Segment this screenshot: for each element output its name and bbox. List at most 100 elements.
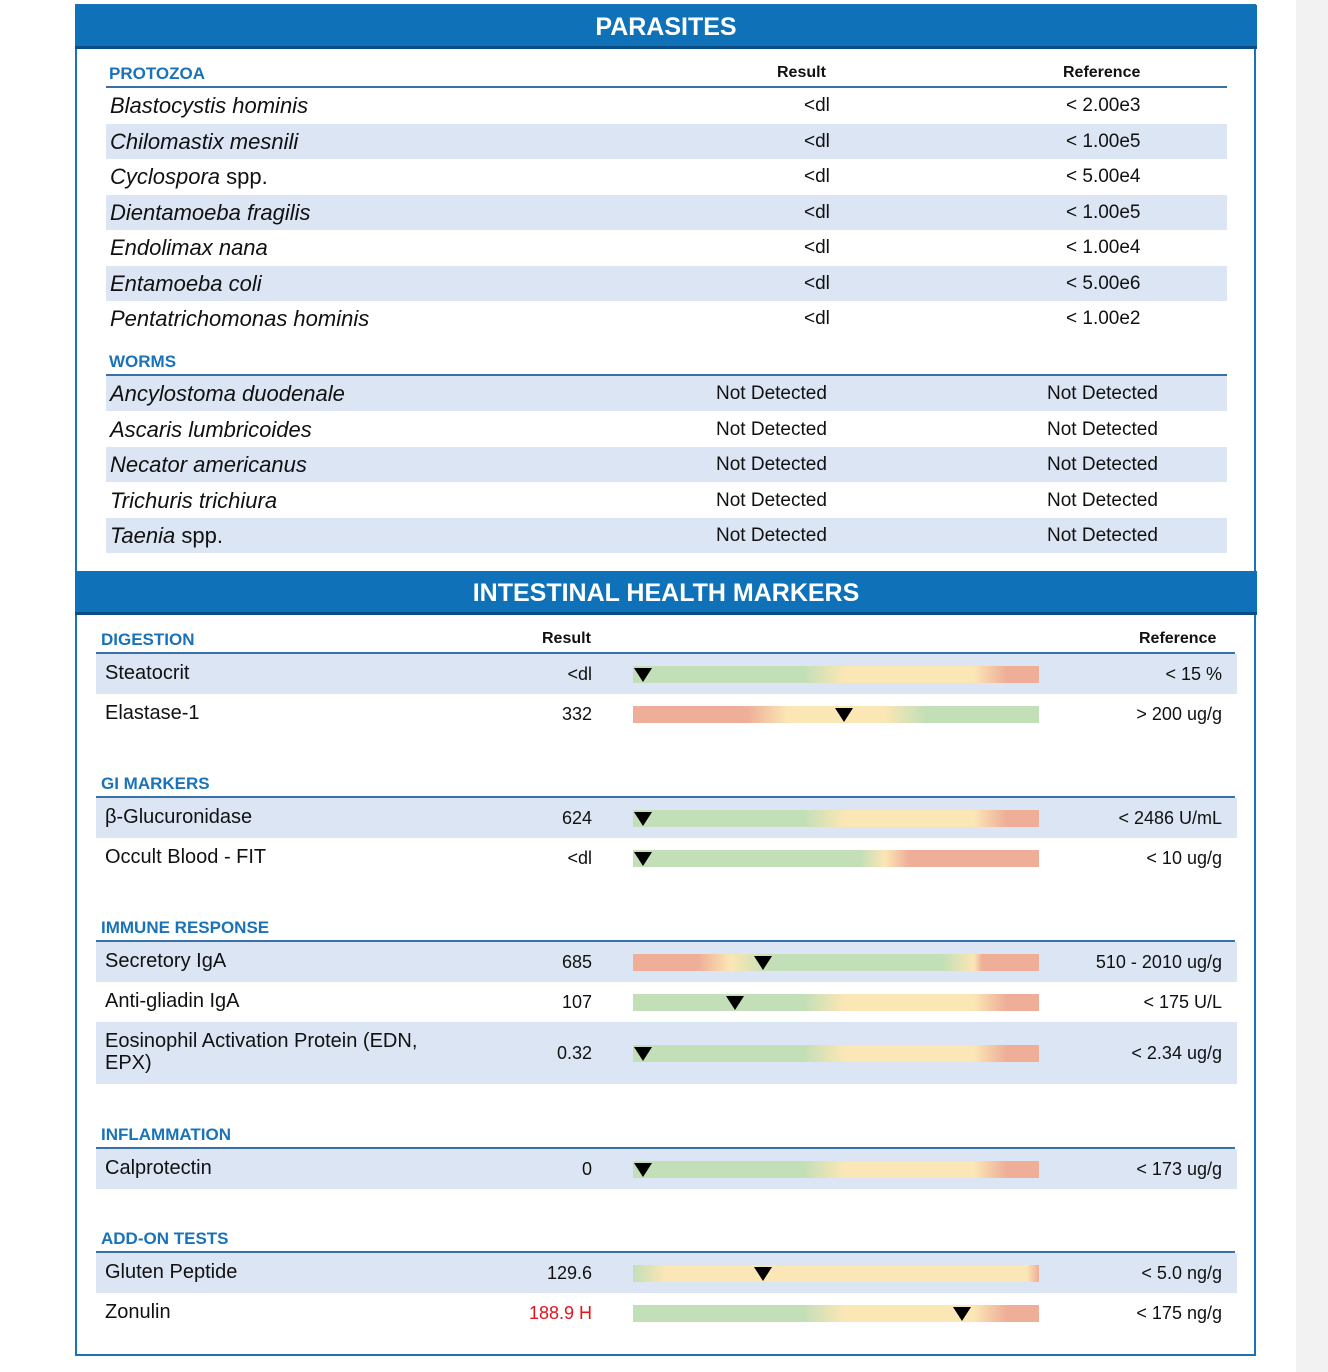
range-bar	[633, 954, 1039, 971]
table-row: Chilomastix mesnili <dl < 1.00e5	[106, 123, 1227, 159]
result-value: <dl	[567, 848, 592, 868]
section-divider	[106, 86, 1227, 88]
result-value: 188.9 H	[528, 1303, 592, 1323]
marker-section-title: INFLAMMATION	[101, 1125, 231, 1144]
marker-row: Eosinophil Activation Protein (EDN, EPX)…	[96, 1022, 1237, 1084]
reference-value: Not Detected	[1047, 525, 1158, 546]
marker-name: Anti-gliadin IgA	[105, 990, 240, 1012]
result-value: Not Detected	[716, 454, 827, 475]
organism-name: Ascaris lumbricoides	[110, 417, 312, 443]
reference-value: < 173 ug/g	[1136, 1159, 1222, 1179]
section-divider	[106, 374, 1227, 376]
section-divider	[96, 1147, 1235, 1149]
section-divider	[96, 1251, 1235, 1253]
result-value: Not Detected	[716, 525, 827, 546]
table-row: Dientamoeba fragilis <dl < 1.00e5	[106, 194, 1227, 230]
organism-name: Trichuris trichiura	[110, 488, 277, 514]
organism-latin-name: Ascaris lumbricoides	[110, 416, 312, 442]
section-divider	[96, 652, 1235, 654]
result-value: <dl	[567, 664, 592, 684]
table-row: Taenia spp. Not Detected Not Detected	[106, 518, 1227, 553]
marker-section-title: IMMUNE RESPONSE	[101, 918, 270, 937]
organism-name: Endolimax nana	[110, 235, 268, 261]
result-value: 685	[561, 952, 592, 972]
organism-latin-name: Blastocystis hominis	[110, 93, 309, 118]
marker-row: Elastase-1 332 > 200 ug/g	[96, 694, 1237, 734]
reference-value: < 2486 U/mL	[1118, 808, 1222, 828]
marker-name: Calprotectin	[105, 1157, 212, 1179]
organism-latin-name: Necator americanus	[110, 452, 307, 477]
result-value: Not Detected	[716, 418, 827, 440]
result-value: <dl	[804, 166, 830, 187]
marker-row: Occult Blood - FIT <dl < 10 ug/g	[96, 838, 1237, 878]
marker-name: Secretory IgA	[105, 950, 227, 972]
table-row: Ancylostoma duodenale Not Detected Not Det…	[106, 376, 1227, 411]
parasites-banner: PARASITES	[75, 5, 1257, 49]
result-value: <dl	[804, 130, 830, 152]
range-bar	[633, 810, 1039, 827]
marker-name: Elastase-1	[105, 702, 200, 724]
organism-latin-name: Dientamoeba fragilis	[110, 199, 311, 225]
result-value: 332	[561, 704, 592, 724]
result-marker-icon	[835, 708, 854, 722]
reference-value: < 1.00e4	[1066, 237, 1141, 258]
range-bar	[633, 850, 1039, 867]
result-value: 129.6	[546, 1263, 592, 1283]
reference-value: < 10 ug/g	[1146, 848, 1222, 868]
table-row: Necator americanus Not Detected Not Detect…	[106, 447, 1227, 482]
marker-row: Anti-gliadin IgA 107 < 175 U/L	[96, 982, 1237, 1022]
marker-row: Gluten Peptide 129.6 < 5.0 ng/g	[96, 1253, 1237, 1293]
reference-column-header: Reference	[1063, 64, 1141, 81]
result-value: <dl	[804, 308, 830, 329]
result-marker-icon	[634, 668, 653, 682]
table-row: Pentatrichomonas hominis <dl < 1.00e2	[106, 301, 1227, 336]
section-divider	[96, 940, 1235, 942]
marker-name: Zonulin	[105, 1301, 171, 1323]
range-bar	[633, 666, 1039, 683]
organism-latin-name: Taenia	[110, 523, 176, 548]
table-row: Cyclospora spp. <dl < 5.00e4	[106, 159, 1227, 194]
result-value: 624	[561, 808, 592, 828]
protozoa-section-title: PROTOZOA	[109, 64, 206, 83]
organism-latin-name: Trichuris trichiura	[110, 487, 278, 513]
organism-latin-name: Cyclospora	[110, 164, 221, 189]
reference-value: Not Detected	[1047, 454, 1158, 475]
range-bar	[633, 1161, 1039, 1178]
organism-name: Dientamoeba fragilis	[110, 200, 311, 226]
organism-latin-name: Entamoeba coli	[110, 270, 262, 296]
organism-latin-name: Endolimax nana	[110, 235, 268, 260]
reference-value: < 5.0 ng/g	[1141, 1263, 1222, 1283]
reference-column-header: Reference	[1139, 630, 1217, 647]
result-column-header: Result	[777, 64, 826, 81]
reference-value: Not Detected	[1047, 489, 1158, 511]
result-column-header: Result	[542, 630, 591, 647]
organism-name-suffix: spp.	[175, 523, 223, 548]
result-marker-icon	[634, 1163, 653, 1177]
organism-name: Chilomastix mesnili	[110, 129, 298, 155]
reference-value: > 200 ug/g	[1136, 704, 1222, 724]
table-row: Entamoeba coli <dl < 5.00e6	[106, 265, 1227, 301]
result-value: <dl	[804, 272, 830, 294]
marker-section-title: DIGESTION	[101, 630, 195, 649]
organism-name-suffix: spp.	[220, 164, 268, 189]
result-value: <dl	[804, 201, 830, 223]
reference-value: < 1.00e5	[1066, 201, 1141, 223]
reference-value: < 5.00e4	[1066, 166, 1141, 187]
range-bar	[633, 994, 1039, 1011]
result-marker-icon	[634, 852, 653, 866]
result-marker-icon	[725, 996, 744, 1010]
range-bar	[633, 1045, 1039, 1062]
range-bar	[633, 1305, 1039, 1322]
marker-row: Secretory IgA 685 510 - 2010 ug/g	[96, 942, 1237, 982]
result-value: 107	[561, 992, 592, 1012]
organism-latin-name: Pentatrichomonas hominis	[110, 306, 370, 331]
reference-value: < 1.00e2	[1066, 308, 1141, 329]
organism-name: Ancylostoma duodenale	[110, 381, 345, 407]
range-bar	[633, 1265, 1039, 1282]
worms-section-title: WORMS	[109, 352, 177, 371]
result-value: <dl	[804, 95, 830, 116]
reference-value: < 2.34 ug/g	[1131, 1043, 1222, 1063]
reference-value: Not Detected	[1047, 418, 1158, 440]
table-row: Endolimax nana <dl < 1.00e4	[106, 230, 1227, 265]
marker-row: β-Glucuronidase 624 < 2486 U/mL	[96, 798, 1237, 838]
